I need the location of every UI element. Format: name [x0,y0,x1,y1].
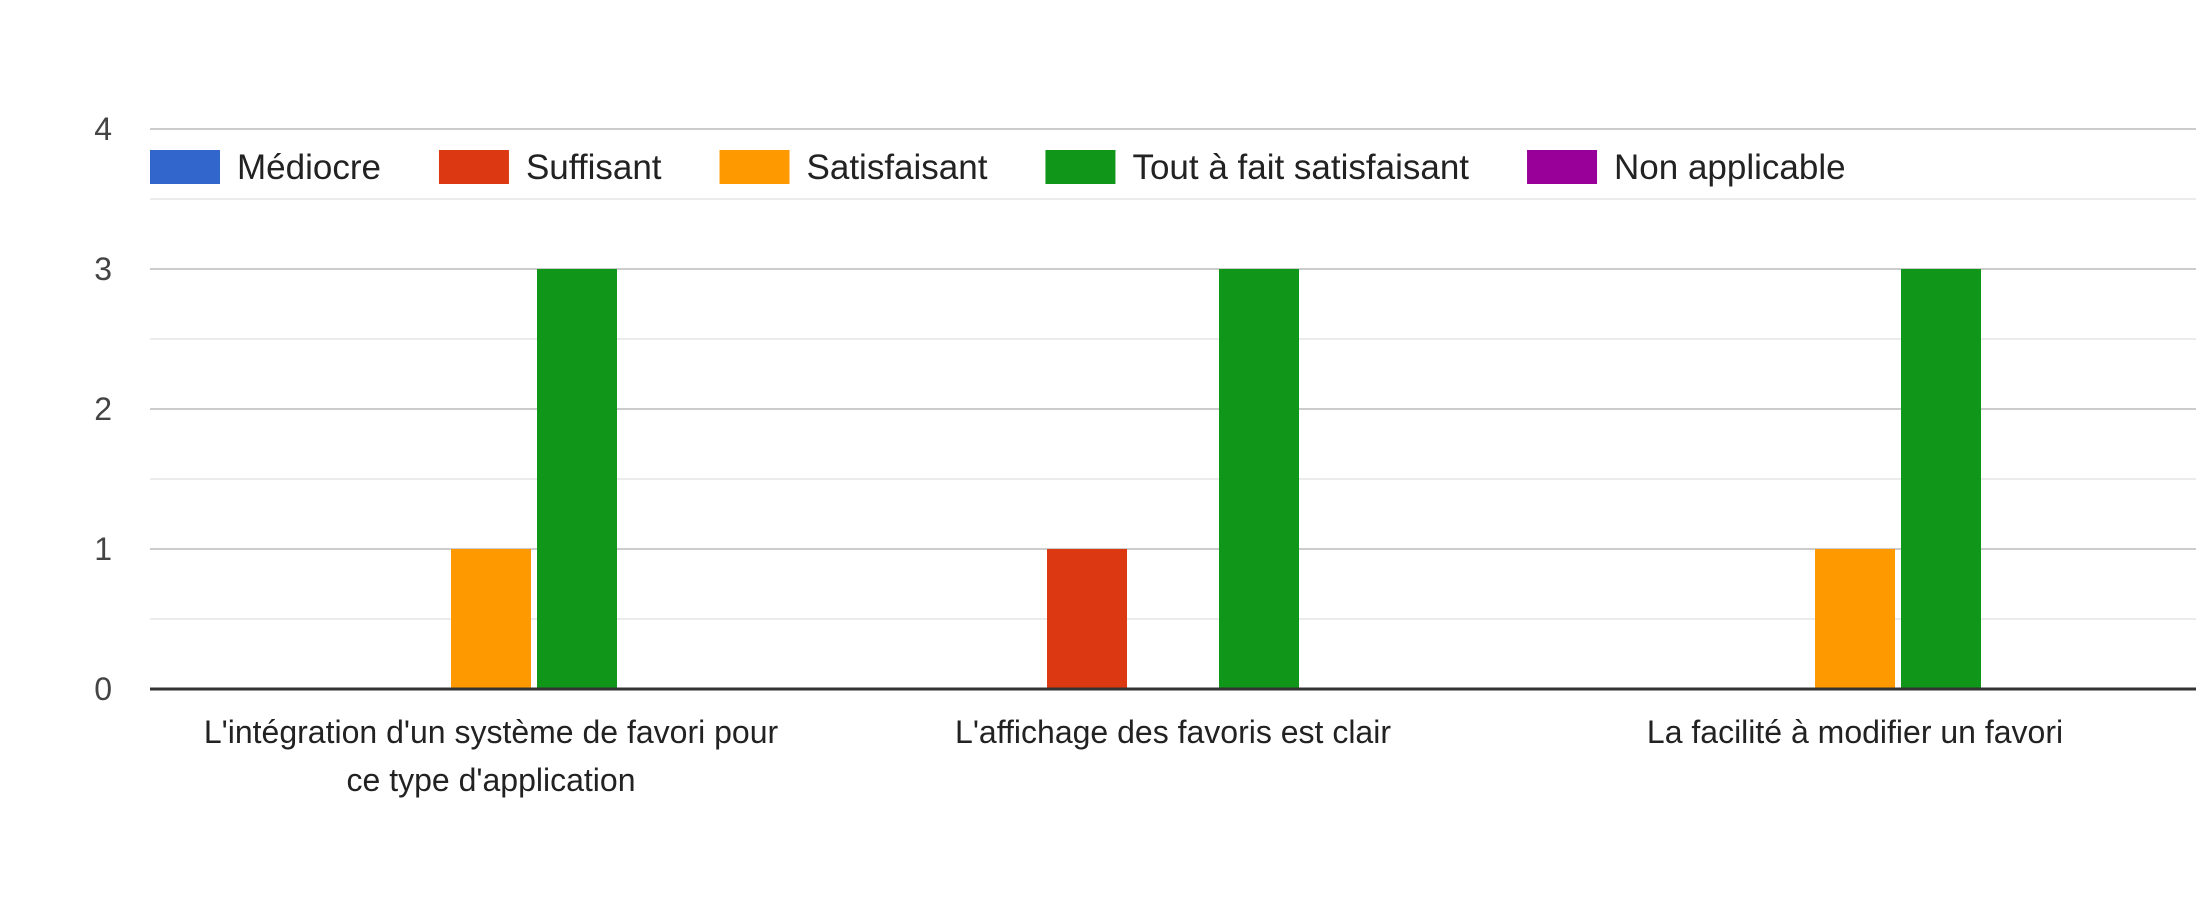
legend-label: Tout à fait satisfaisant [1132,148,1469,187]
legend-label: Suffisant [526,148,662,187]
legend-swatch [150,150,220,184]
bar [1901,269,1981,689]
y-tick-label: 1 [94,531,112,567]
y-tick-label: 0 [94,671,112,707]
legend-label: Satisfaisant [807,148,988,187]
legend-swatch [438,150,509,184]
y-tick-label: 3 [94,251,112,287]
bar [537,269,617,689]
bar [1219,269,1299,689]
x-category-label: La facilité à modifier un favori [1647,714,2063,750]
legend-swatch [719,150,790,184]
bar [1815,549,1895,689]
legend-label: Non applicable [1614,148,1846,187]
legend-swatch [1527,150,1598,184]
bar [451,549,531,689]
bar [1047,549,1127,689]
legend-label: Médiocre [237,148,381,187]
x-category-label: L'intégration d'un système de favori pou… [204,714,779,750]
y-tick-label: 2 [94,391,112,427]
legend-swatch [1045,150,1116,184]
y-tick-label: 4 [94,111,112,147]
x-category-label: ce type d'application [347,762,636,798]
x-category-label: L'affichage des favoris est clair [955,714,1391,750]
